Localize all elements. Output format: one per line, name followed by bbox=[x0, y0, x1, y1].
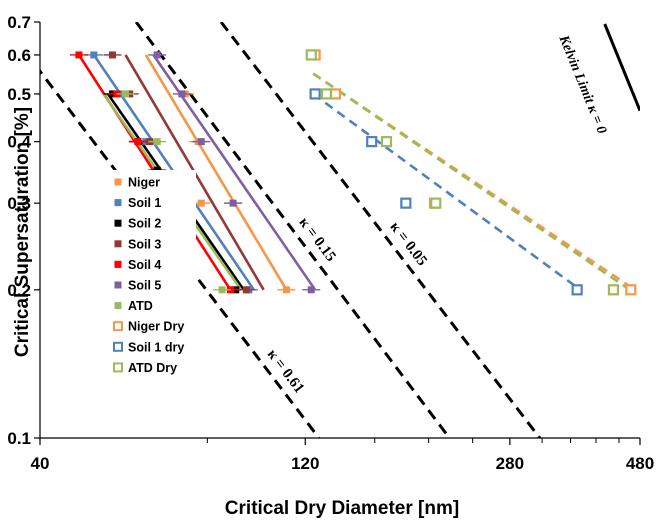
legend-marker bbox=[114, 240, 122, 248]
x-tick-label: 480 bbox=[626, 454, 654, 473]
data-point bbox=[625, 284, 637, 296]
x-tick-label: 120 bbox=[291, 454, 319, 473]
legend-label: ATD Dry bbox=[128, 361, 177, 375]
fit-line-9 bbox=[312, 72, 631, 291]
data-point bbox=[197, 138, 205, 146]
legend-label: Niger bbox=[128, 176, 160, 190]
x-tick-label: 40 bbox=[31, 454, 50, 473]
data-point bbox=[571, 284, 583, 296]
data-point bbox=[75, 51, 83, 59]
legend-background bbox=[110, 170, 196, 424]
y-tick-label: 0.1 bbox=[7, 429, 31, 448]
legend-marker bbox=[114, 178, 122, 186]
data-point bbox=[380, 136, 393, 148]
y-tick-label: 0.4 bbox=[7, 133, 31, 152]
y-axis-title: Critical Supersaturation [%] bbox=[12, 107, 33, 357]
x-axis-title: Critical Dry Diameter [nm] bbox=[225, 498, 459, 519]
data-point bbox=[229, 199, 237, 207]
kappa-line bbox=[219, 22, 542, 438]
data-point bbox=[134, 138, 142, 146]
legend: Niger Soil 1 Soil 2 Soil 3 Soil 4 Soil 5 ATD Ni… bbox=[110, 170, 196, 424]
y-tick-label: 0.7 bbox=[7, 13, 31, 32]
data-point bbox=[607, 284, 620, 296]
legend-label: Soil 2 bbox=[128, 217, 161, 231]
data-point bbox=[242, 286, 250, 294]
data-point bbox=[282, 286, 290, 294]
data-point bbox=[430, 197, 442, 209]
data-point bbox=[307, 286, 315, 294]
legend-label: Soil 3 bbox=[128, 237, 161, 251]
legend-marker bbox=[113, 341, 123, 352]
legend-label: Soil 1 bbox=[128, 196, 161, 210]
legend-label: Soil 5 bbox=[128, 279, 161, 293]
data-point bbox=[329, 88, 342, 100]
y-tick-label: 0.5 bbox=[7, 85, 31, 104]
legend-label: Soil 4 bbox=[128, 258, 161, 272]
data-point bbox=[90, 51, 98, 59]
legend-label: Niger Dry bbox=[128, 320, 184, 334]
data-point bbox=[309, 88, 321, 100]
data-point bbox=[108, 51, 116, 59]
data-point bbox=[218, 286, 226, 294]
legend-label: ATD bbox=[128, 299, 153, 313]
axes: 0.1 0.2 0.3 0.4 0.5 0.6 0.7 40 120 280 480 bbox=[7, 13, 654, 473]
data-point bbox=[153, 51, 161, 59]
data-point bbox=[305, 49, 317, 61]
legend-marker bbox=[113, 321, 123, 332]
data-point bbox=[178, 90, 186, 98]
legend-marker bbox=[114, 199, 122, 207]
legend-label: Soil 1 dry bbox=[128, 340, 184, 354]
y-tick-label: 0.2 bbox=[7, 281, 31, 300]
y-tick-label: 0.3 bbox=[7, 194, 31, 213]
fit-line-0 bbox=[144, 54, 288, 291]
legend-marker bbox=[114, 219, 122, 227]
legend-marker bbox=[113, 362, 123, 373]
data-point bbox=[153, 138, 161, 146]
y-tick-label: 0.6 bbox=[7, 46, 31, 65]
x-tick-label: 280 bbox=[496, 454, 524, 473]
data-point bbox=[366, 136, 378, 148]
data-point bbox=[400, 197, 412, 209]
kelvin-limit-line bbox=[603, 23, 640, 112]
fit-line-8 bbox=[312, 92, 582, 291]
legend-marker bbox=[114, 260, 122, 268]
data-point bbox=[122, 90, 130, 98]
data-point bbox=[197, 199, 205, 207]
data-point bbox=[320, 88, 333, 100]
legend-marker bbox=[114, 281, 122, 289]
kappa-line bbox=[134, 22, 451, 438]
legend-marker bbox=[114, 302, 122, 310]
